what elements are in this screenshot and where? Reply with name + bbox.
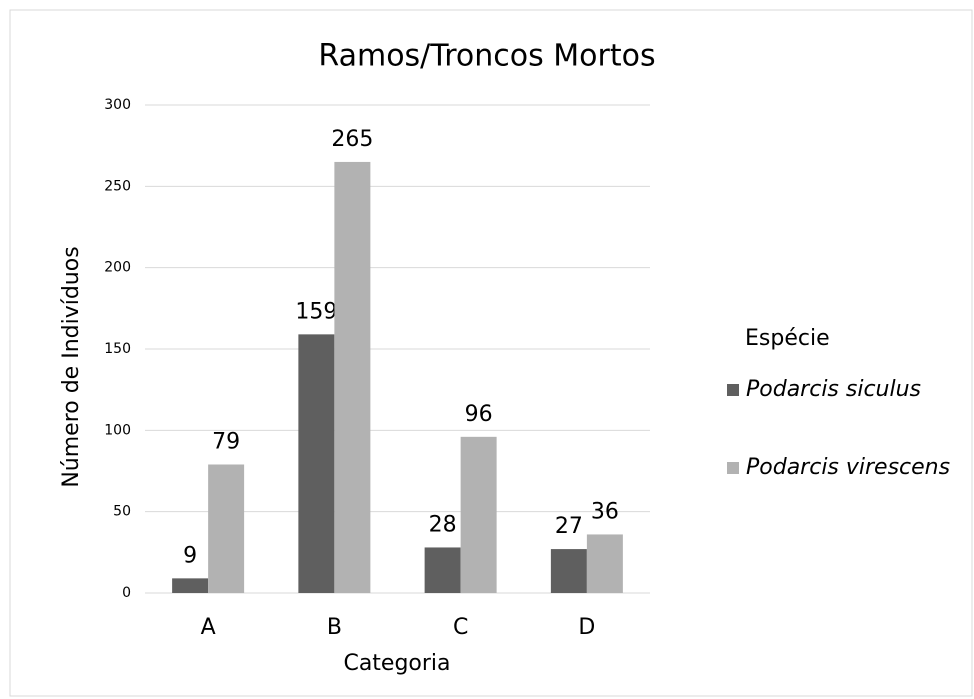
bar — [424, 547, 461, 593]
x-tick-label: A — [201, 615, 216, 640]
y-axis-label: Número de Indivíduos — [59, 246, 84, 487]
x-axis-label: Categoria — [343, 651, 450, 676]
data-label: 27 — [555, 514, 583, 539]
bar — [334, 161, 371, 593]
bar — [172, 578, 209, 593]
data-label: 159 — [295, 299, 337, 324]
y-tick-label: 300 — [104, 97, 131, 113]
bar — [550, 549, 587, 593]
data-label: 36 — [591, 499, 619, 524]
bar — [586, 534, 623, 593]
y-tick-label: 50 — [113, 504, 131, 520]
legend-title: Espécie — [745, 326, 830, 351]
data-label: 96 — [465, 402, 493, 427]
legend-label: Podarcis virescens — [746, 455, 950, 480]
bar — [460, 436, 497, 593]
y-tick-label: 0 — [122, 585, 131, 601]
x-tick-label: B — [327, 615, 342, 640]
data-label: 28 — [429, 512, 457, 537]
y-tick-label: 100 — [104, 422, 131, 438]
bar — [208, 464, 245, 593]
x-tick-label: C — [453, 615, 468, 640]
chart-title: Ramos/Troncos Mortos — [318, 39, 655, 74]
x-tick-label: D — [578, 615, 595, 640]
bar — [298, 334, 335, 593]
data-label: 9 — [183, 543, 197, 568]
y-tick-label: 150 — [104, 341, 131, 357]
y-tick-label: 200 — [104, 260, 131, 276]
y-tick-label: 250 — [104, 178, 131, 194]
legend-swatch — [727, 462, 739, 474]
legend-swatch — [727, 384, 739, 396]
legend-label: Podarcis siculus — [746, 377, 921, 402]
data-label: 79 — [212, 429, 240, 454]
data-label: 265 — [331, 127, 373, 152]
